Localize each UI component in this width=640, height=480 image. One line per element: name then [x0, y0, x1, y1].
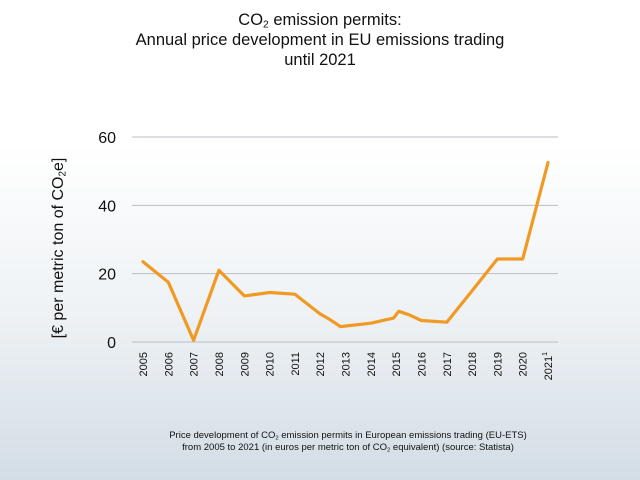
x-tick-label: 2015	[391, 352, 403, 376]
x-tick-label: 2010	[265, 352, 277, 376]
x-tick-label: 2005	[138, 352, 150, 376]
x-tick-label: 2014	[366, 352, 378, 376]
x-tick-label: 2009	[239, 352, 251, 376]
caption-line-2: from 2005 to 2021 (in euros per metric t…	[182, 442, 514, 454]
x-tick-label: 2020	[518, 352, 530, 376]
y-tick-label: 60	[98, 130, 116, 147]
y-tick-label: 20	[98, 267, 116, 284]
x-tick-label: 20211	[542, 352, 555, 380]
caption-line-1: Price development of CO2 emission permit…	[169, 430, 527, 442]
chart-title-line-2: Annual price development in EU emissions…	[135, 31, 505, 49]
x-tick-label: 2016	[416, 352, 428, 376]
series-line-0	[141, 161, 550, 342]
x-tick-label: 2007	[189, 352, 201, 376]
chart-title: CO2 emission permits: Annual price devel…	[0, 10, 640, 70]
x-tick-label: 2011	[290, 352, 302, 376]
y-tick-label: 40	[98, 198, 116, 215]
x-tick-label: 2006	[163, 352, 175, 376]
x-tick-label: 2012	[315, 352, 327, 376]
x-tick-label: 2019	[492, 352, 504, 376]
chart-title-line-1: CO2 emission permits:	[238, 11, 402, 31]
x-tick-label: 2018	[467, 352, 479, 376]
chart-caption: Price development of CO2 emission permit…	[0, 430, 640, 454]
x-tick-label: 2017	[442, 352, 454, 376]
y-tick-label: 0	[107, 335, 116, 352]
x-tick-label: 2013	[341, 352, 353, 376]
x-tick-label: 2008	[214, 352, 226, 376]
chart-title-line-3: until 2021	[284, 51, 356, 69]
